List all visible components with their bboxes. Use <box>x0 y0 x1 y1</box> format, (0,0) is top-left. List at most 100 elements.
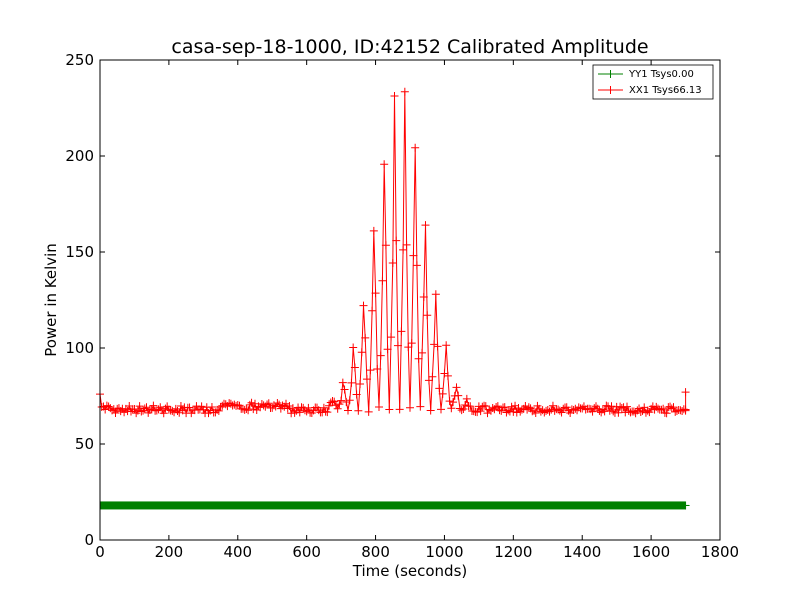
series-xx1-point <box>435 384 444 393</box>
series-xx1-point <box>397 327 406 336</box>
series-xx1-point <box>547 405 556 414</box>
series-xx1-point <box>431 290 440 299</box>
series-xx1-point <box>671 407 680 416</box>
series-xx1-point <box>176 401 185 410</box>
series-xx1-point <box>469 407 478 416</box>
series-xx1-point <box>445 397 454 406</box>
series-xx1-point <box>145 406 154 415</box>
series-xx1-point <box>354 406 363 415</box>
series-xx1-point <box>164 405 173 414</box>
x-tick-label: 1400 <box>563 543 601 561</box>
x-tick-label: 0 <box>95 543 105 561</box>
series-xx1-point <box>147 405 156 414</box>
series-xx1-point <box>259 401 268 410</box>
series-xx1-point <box>135 402 144 411</box>
series-xx1-point <box>466 402 475 411</box>
series-xx1-point <box>130 405 139 414</box>
plot-frame <box>99 59 721 541</box>
legend-marker-yy1 <box>606 70 615 78</box>
series-xx1-point <box>528 407 537 416</box>
series-xx1-point <box>404 343 413 352</box>
series-xx1-point <box>369 226 378 235</box>
series-xx1-point <box>247 398 256 407</box>
legend-marker-xx1 <box>606 86 615 94</box>
series-xx1-point <box>383 345 392 354</box>
series-xx1-point <box>567 405 576 414</box>
series-xx1-point <box>338 378 347 387</box>
series-xx1-point <box>197 402 206 411</box>
series-xx1-point <box>393 341 402 350</box>
series-xx1-point <box>548 401 557 410</box>
x-tick-label: 600 <box>292 543 321 561</box>
series-xx1-point <box>626 408 635 417</box>
series-xx1-point <box>337 396 346 405</box>
series-xx1-point <box>447 404 456 413</box>
legend-label-xx1: XX1 Tsys66.13 <box>629 85 702 96</box>
series-yy1-band <box>100 501 686 510</box>
series-xx1-point <box>607 402 616 411</box>
series-xx1-point <box>616 402 625 411</box>
series-xx1-point <box>407 339 416 348</box>
x-tick-label: 400 <box>223 543 252 561</box>
series-xx1-point <box>555 406 564 415</box>
series-xx1-point <box>459 404 468 413</box>
series-xx1-point <box>662 409 671 418</box>
series-xx1-point <box>449 398 458 407</box>
series-xx1-point <box>399 245 408 254</box>
series-xx1-line <box>99 91 687 415</box>
series-xx1-point <box>438 389 447 398</box>
series-xx1-point <box>443 371 452 380</box>
series-xx1-point <box>636 408 645 417</box>
series-xx1-point <box>359 301 368 310</box>
series-xx1-point <box>323 408 332 417</box>
series-xx1-point <box>493 402 502 411</box>
series-xx1-point <box>590 404 599 413</box>
series-xx1-point <box>376 351 385 360</box>
series-xx1-point <box>442 341 451 350</box>
series-xx1-point <box>381 241 390 250</box>
series-xx1-point <box>171 404 180 413</box>
series-xx1-point <box>233 401 242 410</box>
series-xx1-point <box>387 333 396 342</box>
series-xx1-point <box>461 400 470 409</box>
series-xx1-point <box>342 397 351 406</box>
series-xx1-point <box>640 403 649 412</box>
series-xx1-point <box>424 376 433 385</box>
series-yy1 <box>100 501 690 510</box>
series-xx1-point <box>163 402 172 411</box>
tick-layer: 0 200 400 600 800 1000 1200 1400 1600 1800 0 50 100 1… <box>65 51 739 561</box>
series-xx1-point <box>659 404 668 413</box>
series-xx1-point <box>426 406 435 415</box>
x-tick-label: 1600 <box>632 543 670 561</box>
series-xx1-point <box>423 311 432 320</box>
series-xx1-point <box>278 401 287 410</box>
series-xx1-point <box>598 405 607 414</box>
series-xx1-point <box>319 403 328 412</box>
series-xx1-point <box>368 306 377 315</box>
series-xx1-point <box>357 348 366 357</box>
y-tick-label: 150 <box>65 243 94 261</box>
series-xx1-point <box>173 406 182 415</box>
series-xx1-point <box>345 396 354 405</box>
series-xx1-point <box>207 402 216 411</box>
series-xx1-point <box>206 406 215 415</box>
x-tick-label: 800 <box>361 543 390 561</box>
series-xx1-point <box>125 401 134 410</box>
series-xx1-point <box>542 406 551 415</box>
series-xx1-point <box>452 383 461 392</box>
data-layer <box>96 87 690 510</box>
series-xx1-point <box>335 400 344 409</box>
series-xx1-point <box>111 408 120 417</box>
series-xx1-point <box>356 379 365 388</box>
legend-box <box>592 64 714 100</box>
series-xx1-point <box>140 404 149 413</box>
series-xx1-point <box>330 397 339 406</box>
series-xx1-point <box>588 407 597 416</box>
series-xx1-point <box>371 289 380 298</box>
series-xx1-point <box>419 293 428 302</box>
series-xx1-point <box>507 402 516 411</box>
series-xx1-point <box>263 400 272 409</box>
series-xx1-point <box>400 87 409 96</box>
series-xx1-point <box>390 91 399 100</box>
series-xx1-point <box>473 408 482 417</box>
